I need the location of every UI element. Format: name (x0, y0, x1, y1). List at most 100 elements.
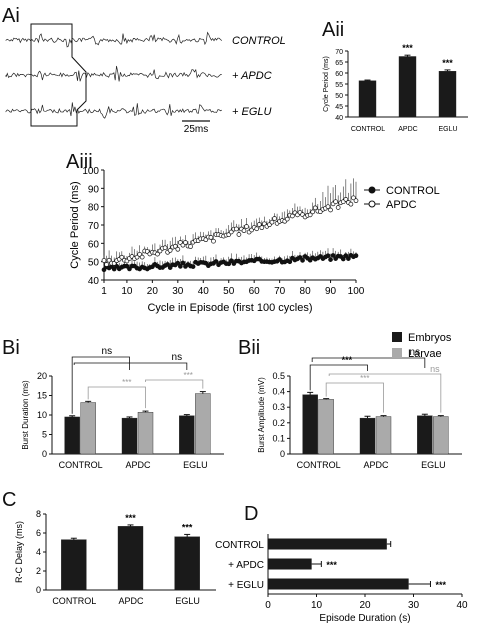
x-category-label: CONTROL (59, 460, 103, 470)
significance-label: *** (125, 513, 136, 523)
bracket-label: ns (102, 346, 113, 357)
data-point (254, 226, 260, 232)
x-tick-label: 60 (249, 286, 261, 297)
data-point (104, 262, 109, 267)
x-tick-label: 1 (101, 286, 107, 297)
y-tick-label: 6 (36, 528, 41, 538)
x-category-label: CONTROL (351, 126, 385, 133)
bracket (87, 386, 146, 409)
data-point (188, 244, 193, 249)
data-point (228, 229, 234, 235)
data-point (167, 248, 173, 253)
panel-d: 0 10 20 30 40 Episode Duration (s) CONTROL + AP… (215, 534, 468, 624)
panel-aii: 40 45 50 55 60 65 70 Cycle Period (ms) CONTROL AP… (323, 43, 468, 133)
bar (174, 536, 200, 591)
data-point (190, 264, 196, 269)
y-tick-label: 40 (88, 276, 100, 287)
y-tick-label: 50 (335, 93, 343, 100)
bar (268, 538, 387, 550)
data-point (211, 238, 216, 244)
data-point (312, 205, 318, 211)
x-axis-label: Episode Duration (s) (319, 613, 410, 624)
data-point (127, 266, 132, 272)
panel-c: 0 2 4 6 8 R-C Delay (ms) CONTROL APDC EGLU *** *** (14, 509, 216, 606)
significance-label: *** (435, 580, 446, 590)
data-point (325, 204, 331, 210)
bar (195, 393, 211, 455)
x-category-label: CONTROL (52, 596, 96, 606)
y-tick-label: 0.4 (272, 387, 285, 397)
legend-marker (368, 186, 376, 194)
data-point (208, 235, 214, 240)
bar (80, 402, 96, 455)
data-point (167, 265, 173, 270)
bracket-label: *** (122, 378, 131, 387)
bar (358, 80, 377, 118)
x-tick-label: 50 (223, 286, 235, 297)
data-point (290, 213, 295, 219)
data-point (234, 226, 239, 232)
x-category-label: CONTROL (297, 460, 341, 470)
legend-marker (368, 200, 376, 208)
data-point (106, 257, 112, 263)
data-point (340, 256, 346, 262)
y-axis-label: Cycle Period (ms) (323, 56, 330, 112)
bar (302, 394, 318, 455)
bar (398, 56, 417, 118)
y-tick-label: 60 (335, 71, 343, 78)
data-point (328, 257, 333, 262)
data-point (244, 224, 249, 229)
data-point (155, 251, 160, 257)
legend-label: CONTROL (386, 185, 440, 197)
y-axis-label: Cycle Period (ms) (69, 181, 81, 268)
y-tick-label: 0 (42, 449, 47, 459)
data-point (325, 253, 331, 259)
y-tick-label: 0 (36, 585, 41, 595)
trace-label: CONTROL (232, 35, 286, 47)
data-point (307, 212, 313, 218)
data-point (101, 267, 107, 273)
data-point (178, 264, 183, 269)
data-point (139, 254, 145, 260)
data-point (175, 246, 181, 252)
x-category-label: APDC (398, 126, 417, 133)
y-tick-label: 0.3 (272, 402, 285, 412)
y-category-label: + APDC (228, 560, 264, 571)
x-category-label: EGLU (183, 460, 208, 470)
y-axis-label: R-C Delay (ms) (14, 521, 24, 583)
bar (318, 399, 334, 455)
y-tick-label: 65 (335, 60, 343, 67)
x-category-label: EGLU (438, 126, 457, 133)
bracket (309, 364, 368, 391)
scale-bar-label: 25ms (184, 124, 208, 135)
y-tick-label: 2 (36, 566, 41, 576)
x-tick-label: 80 (300, 286, 312, 297)
y-tick-label: 55 (335, 82, 343, 89)
y-tick-label: 70 (335, 49, 343, 56)
comparison-box (30, 23, 87, 127)
bracket (73, 362, 188, 370)
x-category-label: APDC (118, 596, 144, 606)
panel-label-d: D (244, 503, 258, 525)
panel-bii: 0 0.1 0.2 0.3 0.4 0.5 Burst Amplitude (mV) CONT… (257, 332, 462, 470)
x-tick-label: 10 (311, 600, 323, 611)
data-point (335, 205, 341, 210)
panel-label-bii: Bii (238, 337, 260, 359)
y-tick-label: 15 (37, 391, 47, 401)
x-tick-label: 40 (198, 286, 210, 297)
panel-label-ai: Ai (2, 5, 20, 27)
bracket-label: *** (342, 355, 353, 365)
data-point (346, 256, 351, 261)
trace-label: + APDC (232, 70, 272, 82)
bar (117, 526, 144, 591)
bracket-label: ns (430, 364, 440, 374)
y-tick-label: 80 (88, 203, 100, 214)
data-point (226, 261, 232, 267)
legend-swatch (392, 348, 402, 358)
x-tick-label: 10 (121, 286, 133, 297)
data-point (236, 232, 242, 237)
legend-label: Embryos (408, 332, 452, 344)
x-tick-label: 20 (147, 286, 159, 297)
panel-label-c: C (2, 489, 16, 511)
